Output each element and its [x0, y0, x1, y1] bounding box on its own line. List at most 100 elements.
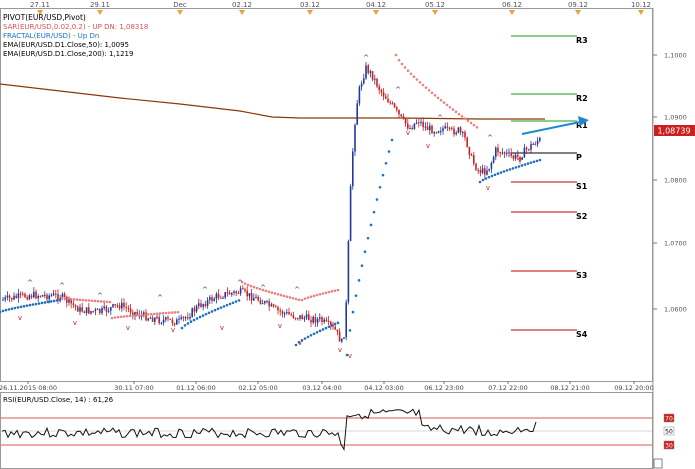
legend-ema200: EMA(EUR/USD.D1.Close,200): 1,1219 — [3, 50, 133, 58]
candle-body — [448, 127, 451, 129]
candle-body — [156, 317, 158, 319]
sar-dot — [421, 83, 425, 87]
candle-body — [429, 125, 431, 131]
pane-resize-handle[interactable] — [653, 458, 663, 469]
candle-body — [277, 307, 279, 311]
sar-dot — [327, 325, 331, 329]
candle-body — [338, 331, 341, 342]
sar-dot — [198, 315, 202, 319]
sar-dot — [300, 298, 304, 302]
candle-body — [211, 297, 213, 301]
candle-body — [204, 304, 207, 306]
parabolic-sar — [0, 53, 542, 357]
sar-dot — [110, 316, 114, 320]
candle-body — [105, 306, 108, 312]
candle-body — [217, 293, 220, 298]
sar-dot — [300, 339, 304, 342]
candle-body — [279, 310, 281, 312]
candle-body — [521, 157, 523, 160]
candle-body — [52, 293, 55, 296]
sar-dot — [490, 174, 494, 178]
sar-dot — [345, 353, 349, 357]
sar-dot — [372, 210, 376, 214]
sar-dot — [336, 288, 340, 292]
sar-dot — [63, 297, 67, 300]
candle-body — [301, 315, 303, 320]
sar-dot — [306, 335, 310, 339]
sar-dot — [318, 292, 322, 296]
price-label: 1,0600 — [664, 306, 687, 314]
candle-body — [367, 65, 369, 73]
pivot-label-s2: S2 — [576, 212, 587, 221]
candle-body — [365, 65, 367, 79]
candle-body — [343, 337, 345, 339]
sar-dot — [333, 322, 337, 326]
candle-body — [224, 292, 226, 298]
price-pane[interactable] — [0, 8, 653, 382]
sar-dot — [167, 311, 171, 315]
candle-body — [407, 123, 409, 129]
sar-dot — [173, 311, 177, 314]
rsi-level-box — [663, 426, 675, 436]
sar-dot — [505, 169, 509, 172]
time-label: 26.11.2015 08:00 — [0, 384, 57, 392]
candle-body — [385, 96, 387, 99]
candle-body — [497, 147, 499, 153]
candle-body — [28, 295, 31, 300]
candle-body — [453, 128, 455, 135]
sar-dot — [430, 91, 434, 95]
candle-body — [24, 293, 26, 298]
candle-body — [431, 125, 433, 134]
sar-dot — [312, 294, 316, 298]
candle-body — [389, 102, 391, 104]
rsi-pane[interactable] — [0, 392, 653, 469]
candle-body — [165, 317, 167, 320]
candle-body — [248, 293, 251, 297]
sar-dot — [330, 290, 334, 293]
candle-body — [158, 317, 160, 324]
rsi-level-box — [663, 413, 675, 423]
sar-dot — [454, 110, 458, 114]
sar-dot — [390, 138, 394, 142]
sar-dot — [517, 165, 521, 168]
sar-dot — [433, 93, 437, 97]
sar-dot — [1, 309, 5, 313]
sar-dot — [189, 320, 193, 323]
candle-body — [415, 122, 418, 124]
sar-dot — [22, 304, 26, 308]
candle-body — [470, 155, 473, 157]
candle-body — [180, 317, 182, 319]
top-axis-label: 03.12 — [300, 1, 320, 9]
sar-dot — [81, 298, 85, 302]
candle-body — [330, 321, 332, 326]
candle-body — [464, 132, 466, 138]
sar-dot — [75, 298, 79, 301]
sar-dot — [96, 299, 100, 303]
candle-body — [440, 131, 442, 133]
sar-dot — [472, 123, 476, 127]
session-marker — [432, 10, 438, 15]
candle-body — [308, 314, 310, 321]
candle-body — [457, 127, 460, 133]
candle-body — [127, 307, 130, 309]
fractal-down: v — [18, 314, 22, 322]
sar-dot — [140, 313, 144, 317]
sar-dot — [84, 298, 88, 302]
rsi-levels: 70 50 30 — [1, 413, 675, 450]
candle-body — [517, 154, 519, 157]
candle-body — [275, 306, 277, 308]
sar-dot — [164, 311, 168, 315]
candle-body — [481, 168, 484, 173]
sar-dot — [180, 326, 184, 330]
sar-dot — [87, 299, 91, 302]
candle-body — [319, 317, 321, 319]
candle-body — [149, 317, 152, 319]
sar-dot — [19, 305, 23, 309]
trend-arrow[interactable] — [521, 116, 589, 135]
sar-dot — [375, 198, 379, 201]
candle-body — [400, 114, 402, 117]
sar-dot — [128, 314, 132, 318]
candle-body — [404, 118, 407, 124]
